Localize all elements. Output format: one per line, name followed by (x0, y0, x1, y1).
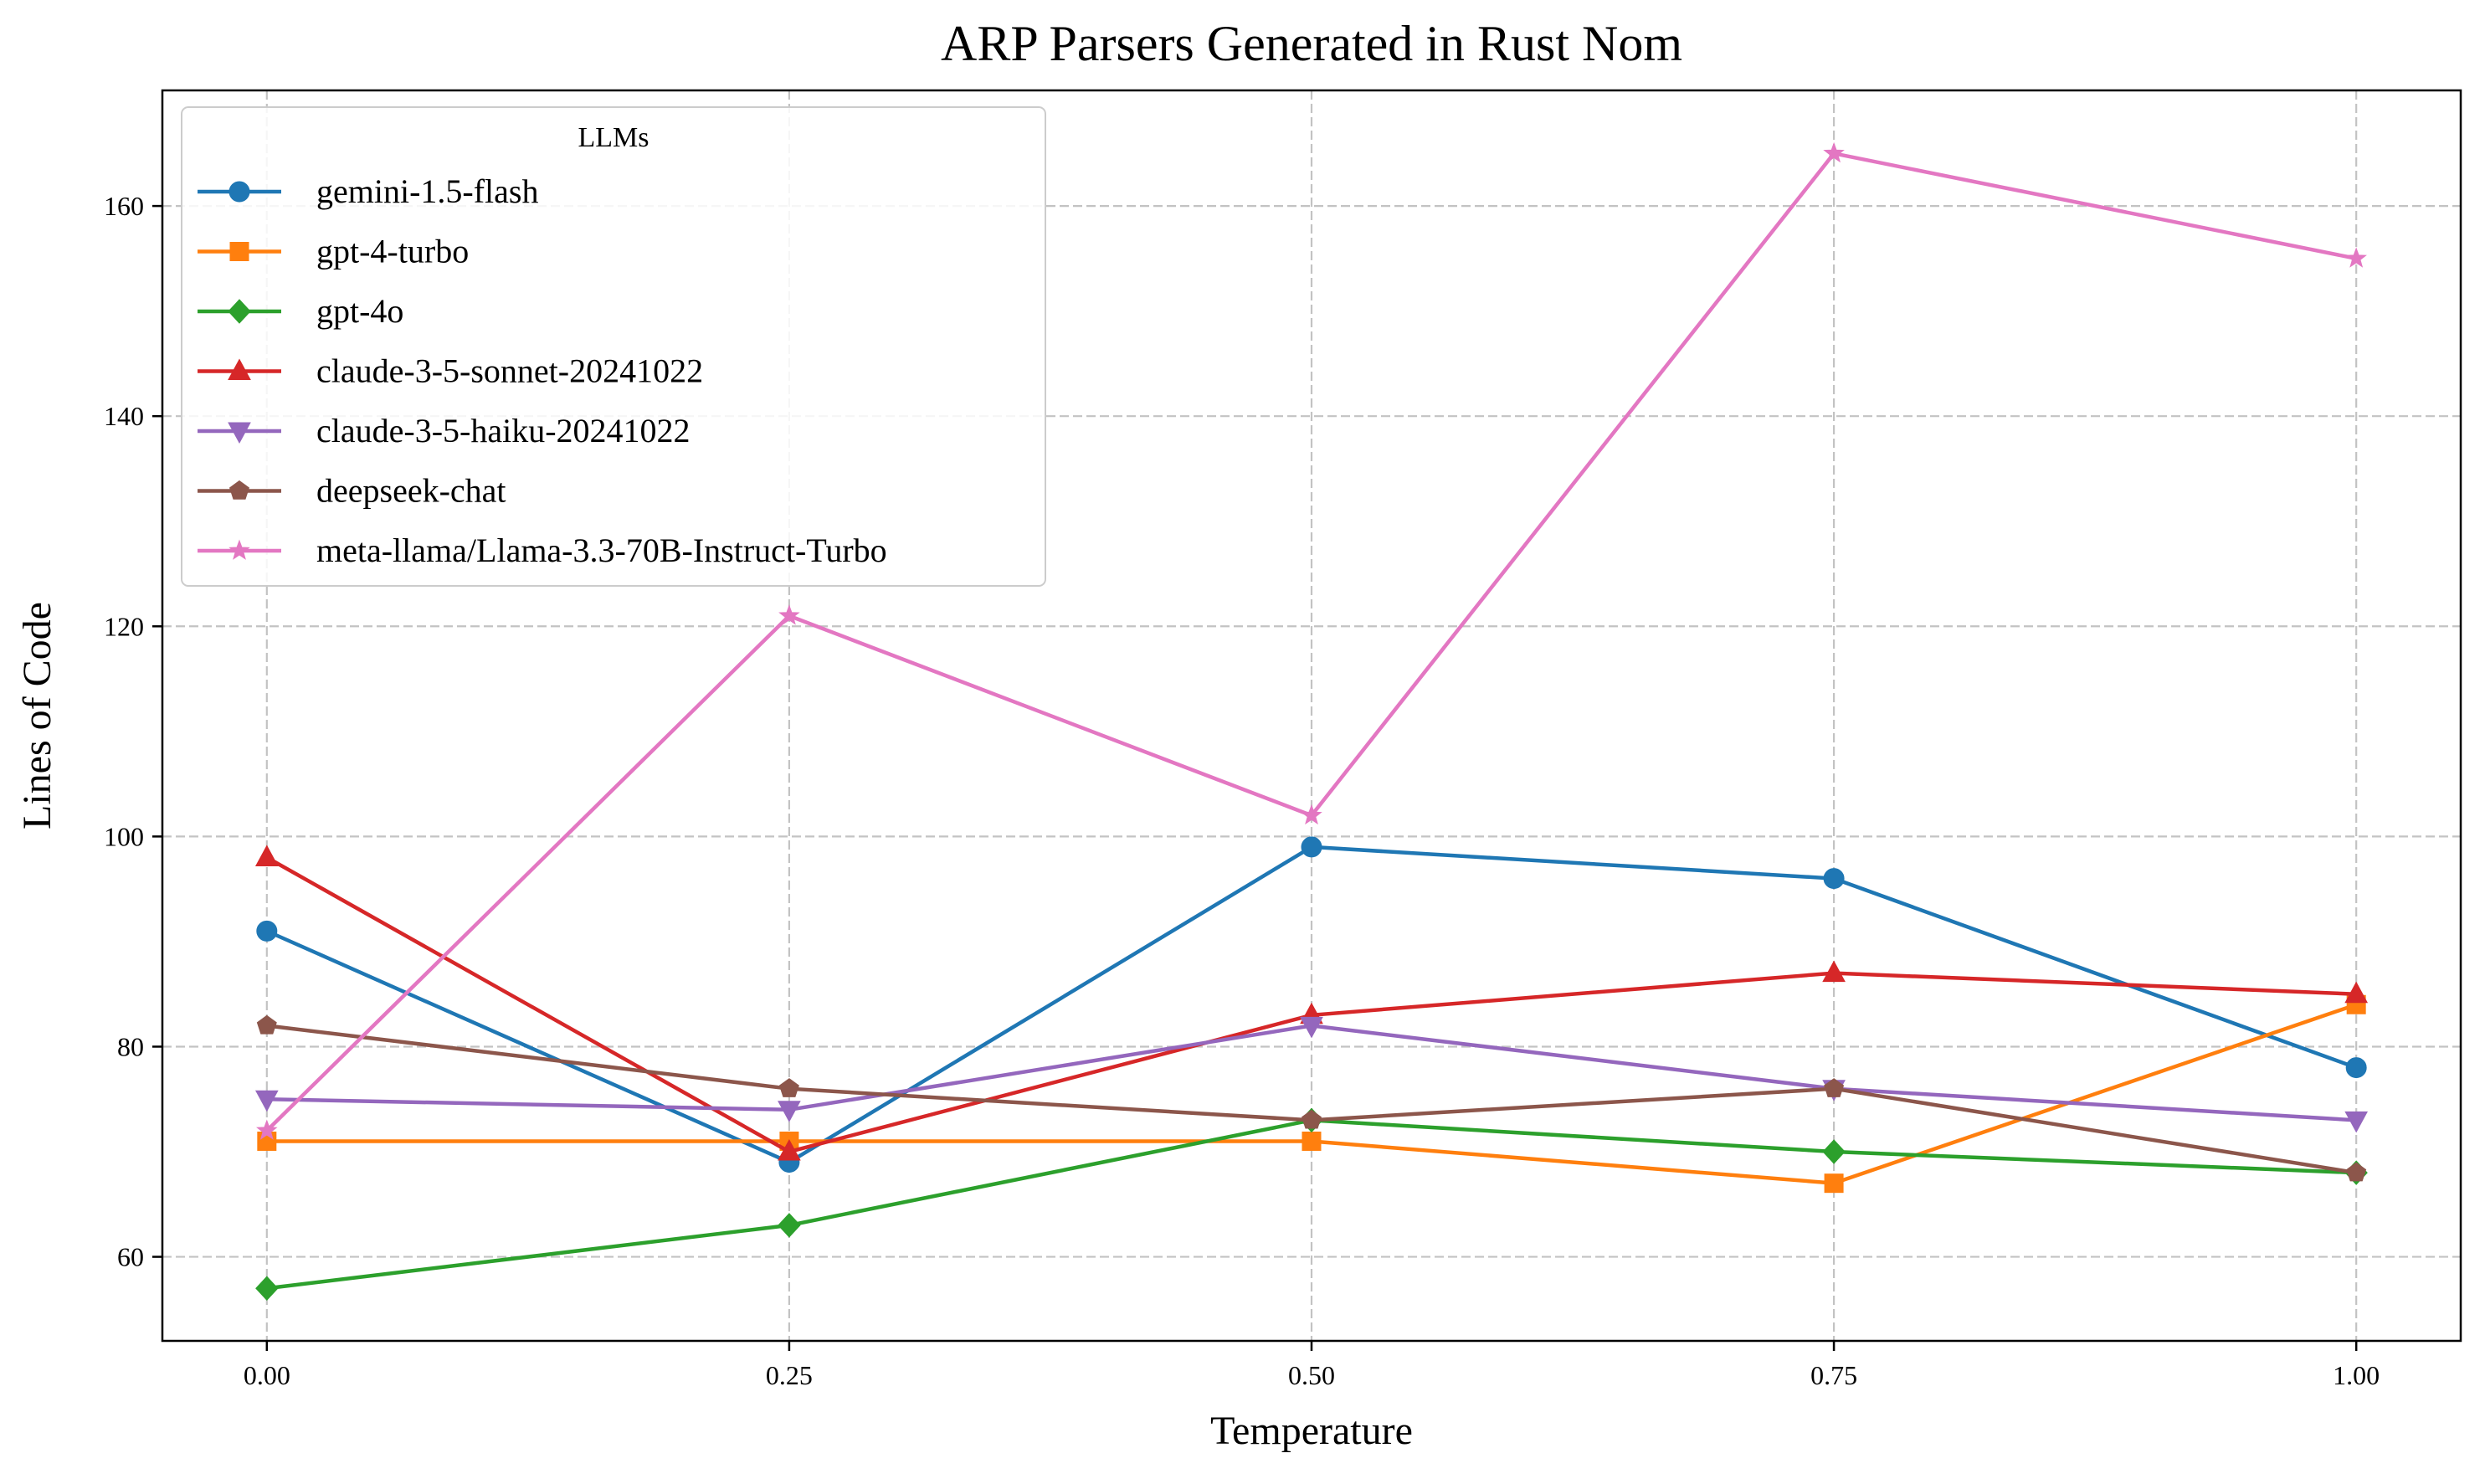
legend-entry: meta-llama/Llama-3.3-70B-Instruct-Turbo (198, 531, 887, 569)
legend-box (181, 106, 1046, 587)
legend-entry: gpt-4o (198, 292, 403, 330)
legend-label: meta-llama/Llama-3.3-70B-Instruct-Turbo (316, 531, 887, 569)
legend: LLMs gemini-1.5-flash gpt-4-turbo gpt-4o cl… (181, 106, 1046, 587)
data-point (778, 604, 800, 625)
y-tick-label: 120 (104, 611, 144, 641)
data-point (256, 1014, 277, 1035)
legend-entry: gemini-1.5-flash (198, 172, 539, 210)
x-axis-title: Temperature (1210, 1409, 1413, 1453)
data-point (1300, 1016, 1323, 1039)
y-tick-label: 80 (117, 1031, 144, 1061)
data-point (229, 480, 249, 500)
data-point (778, 1101, 801, 1122)
x-tick-label: 0.25 (766, 1360, 813, 1390)
legend-entry: claude-3-5-sonnet-20241022 (198, 352, 703, 390)
data-point (255, 1276, 279, 1301)
data-point (1823, 868, 1845, 890)
data-point (229, 242, 249, 261)
legend-label: gpt-4o (316, 292, 403, 330)
series-6 (256, 141, 2367, 1140)
data-point (228, 181, 250, 203)
data-point (1302, 1131, 1322, 1151)
legend-entry: claude-3-5-haiku-20241022 (198, 412, 691, 449)
data-point (2344, 981, 2369, 1004)
y-tick-label: 100 (104, 821, 144, 851)
series-5 (256, 1014, 2367, 1182)
legend-entry: gpt-4-turbo (198, 233, 469, 270)
legend-label: deepseek-chat (316, 472, 506, 510)
data-point (2344, 1111, 2369, 1133)
chart-title: ARP Parsers Generated in Rust Nom (941, 16, 1682, 71)
legend-label: gpt-4-turbo (316, 233, 469, 270)
legend-entry: deepseek-chat (198, 472, 506, 510)
data-point (778, 1213, 801, 1238)
legend-label: claude-3-5-sonnet-20241022 (316, 352, 703, 390)
y-axis-title: Lines of Code (15, 602, 59, 829)
data-point (2345, 1057, 2367, 1079)
data-point (228, 358, 251, 380)
y-tick-label: 140 (104, 401, 144, 431)
data-point (256, 1119, 278, 1140)
data-point (1822, 1139, 1846, 1164)
x-tick-label: 1.00 (2333, 1360, 2380, 1390)
data-point (778, 1138, 801, 1161)
data-point (1301, 804, 1322, 825)
x-tick-label: 0.50 (1288, 1360, 1335, 1390)
data-point (254, 845, 279, 866)
data-point (2345, 247, 2367, 268)
y-tick-label: 160 (104, 191, 144, 221)
data-point (256, 920, 278, 942)
x-tick-label: 0.75 (1810, 1360, 1857, 1390)
data-point (254, 1090, 279, 1112)
data-point (778, 1078, 799, 1097)
legend-label: gemini-1.5-flash (316, 172, 539, 210)
data-point (1822, 960, 1846, 983)
series-0 (256, 836, 2367, 1173)
y-tick-label: 60 (117, 1242, 144, 1272)
data-point (1301, 836, 1322, 858)
data-point (1824, 1173, 1844, 1194)
data-point (2346, 1162, 2367, 1182)
data-point (228, 539, 250, 560)
data-point (228, 422, 251, 444)
data-point (1302, 1109, 1322, 1129)
legend-label: claude-3-5-haiku-20241022 (316, 412, 691, 449)
data-point (1824, 1078, 1845, 1097)
legend-title: LLMs (578, 122, 649, 153)
axis-ticks: 0.00 0.25 0.50 0.75 1.00 60 80 100 120 140 160 (104, 191, 2380, 1390)
x-tick-label: 0.00 (244, 1360, 290, 1390)
series-layer (254, 141, 2369, 1301)
data-point (228, 299, 251, 324)
data-point (1823, 141, 1845, 163)
